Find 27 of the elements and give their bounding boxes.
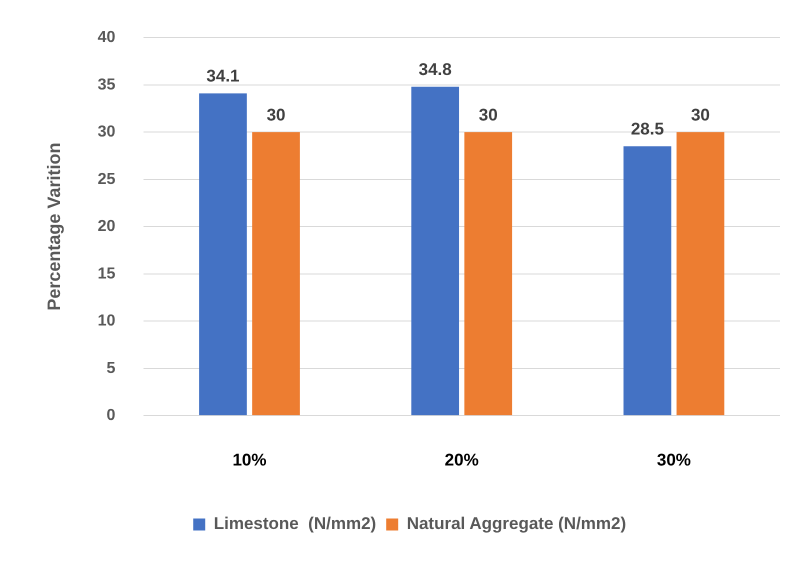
bar xyxy=(252,132,300,416)
data-label: 34.1 xyxy=(206,66,240,86)
legend-label: Limestone (N/mm2) xyxy=(214,514,376,534)
bar xyxy=(411,86,460,416)
y-tick-label: 40 xyxy=(98,29,116,46)
data-label: 30 xyxy=(478,105,498,124)
bar xyxy=(199,93,247,416)
y-tick-label: 25 xyxy=(98,170,116,188)
x-tick-label: 20% xyxy=(444,450,479,470)
y-tick-label: 20 xyxy=(98,218,116,236)
data-label: 30 xyxy=(690,105,710,124)
y-axis-title: Percentage Varition xyxy=(44,142,64,311)
y-tick-label: 30 xyxy=(98,124,116,141)
data-label: 30 xyxy=(266,105,286,124)
bar xyxy=(464,132,512,416)
y-tick-label: 10 xyxy=(98,312,116,330)
bar xyxy=(676,132,724,416)
x-tick-label: 30% xyxy=(656,450,691,470)
y-tick-label: 15 xyxy=(98,265,116,282)
y-tick-label: 5 xyxy=(106,360,116,377)
y-tick-label: 0 xyxy=(106,407,116,424)
bar xyxy=(624,146,672,416)
legend-label: Natural Aggregate (N/mm2) xyxy=(406,514,626,534)
data-label: 34.8 xyxy=(418,60,452,79)
x-tick-label: 10% xyxy=(232,450,267,470)
y-tick-label: 35 xyxy=(98,76,116,94)
data-label: 28.5 xyxy=(630,119,664,138)
